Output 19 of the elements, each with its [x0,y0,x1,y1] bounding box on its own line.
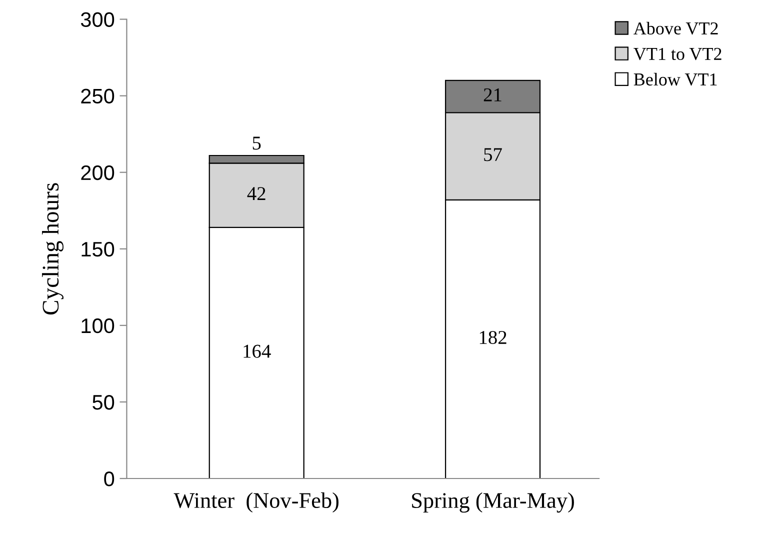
y-tick-label: 250 [81,88,114,104]
y-tick-label: 0 [104,472,114,486]
data-label: 42 [247,187,266,200]
y-tick-label: 200 [81,165,114,180]
legend-label: VT1 to VT2 [634,48,722,60]
data-label: 21 [484,88,502,102]
y-tick-label: 300 [80,12,114,28]
y-tick-label: 100 [82,318,114,334]
legend-label: Below VT1 [634,72,717,86]
x-tick-label: Spring (Mar-May) [412,492,574,513]
y-tick-label: 50 [92,394,114,410]
data-label: 164 [244,344,271,358]
y-tick-label: 150 [82,242,114,257]
data-label: 5 [252,136,261,150]
data-label: 57 [484,148,502,162]
data-label: 182 [480,330,506,344]
legend-label: Above VT2 [634,22,718,35]
x-tick-label: Winter (Nov-Feb) [174,492,338,513]
y-axis-title: Cycling hours [42,183,64,314]
